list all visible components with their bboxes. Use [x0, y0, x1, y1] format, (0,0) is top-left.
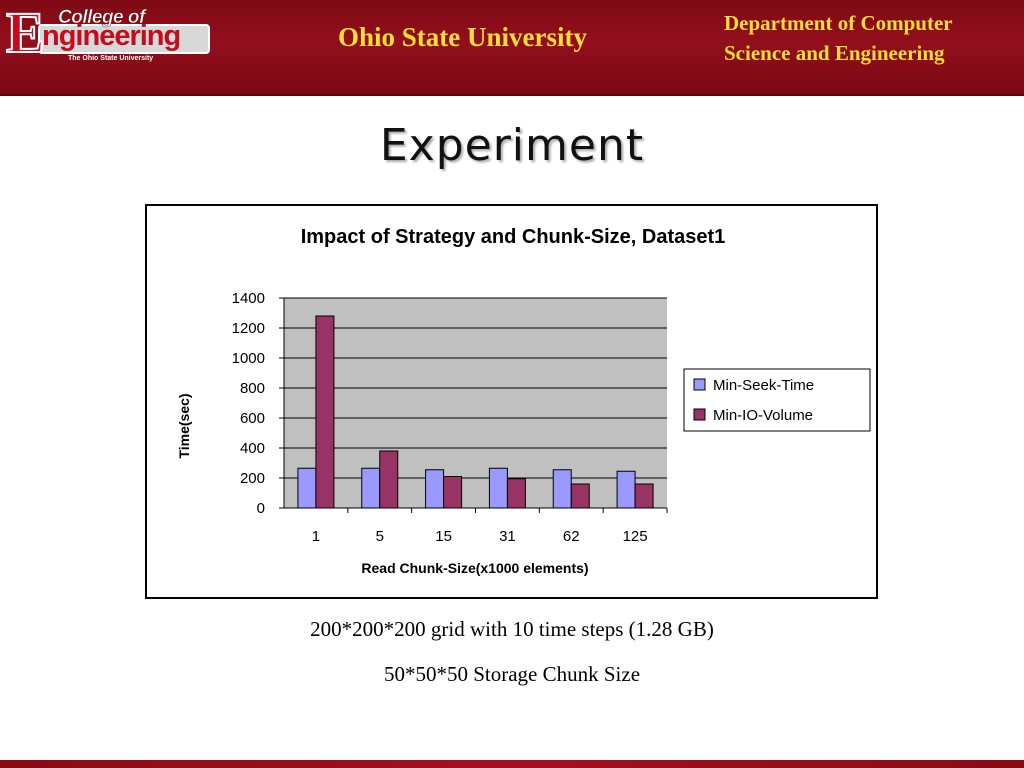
bar-min-seek-time: [616, 470, 636, 509]
legend-swatch: [693, 378, 706, 391]
x-tick-labels: 1 5 15 31 62 125: [312, 528, 648, 545]
y-tick-label: 1200: [232, 320, 265, 337]
department-name: Department of Computer Science and Engin…: [724, 8, 1019, 68]
department-line-2: Science and Engineering: [724, 41, 945, 65]
legend-box: [683, 368, 871, 432]
footer-bar: [0, 760, 1024, 768]
y-tick-label: 0: [257, 500, 265, 517]
logo-big-letter: E: [5, 0, 46, 65]
y-tick-label: 200: [240, 470, 265, 487]
bar-min-seek-time: [425, 469, 445, 509]
y-tick-label: 1400: [232, 290, 265, 307]
x-tick-label: 125: [623, 528, 648, 545]
logo-plate: [38, 24, 210, 54]
bar-min-io-volume: [315, 315, 335, 509]
logo-subtitle: The Ohio State University: [68, 55, 154, 62]
legend-label: Min-IO-Volume: [713, 407, 813, 424]
bar-min-io-volume: [379, 450, 399, 509]
y-axis-title: Time(sec): [176, 393, 192, 458]
chart-title: Impact of Strategy and Chunk-Size, Datas…: [301, 226, 726, 248]
bar-chart: Impact of Strategy and Chunk-Size, Datas…: [176, 226, 871, 576]
bar-min-io-volume: [443, 476, 463, 509]
axes: [279, 297, 668, 513]
x-tick-label: 5: [376, 528, 384, 545]
department-line-1: Department of Computer: [724, 11, 953, 35]
college-of-engineering-logo: E College of ngineering The Ohio State U…: [5, 0, 216, 68]
legend-label: Min-Seek-Time: [713, 377, 814, 394]
bar-min-io-volume: [634, 483, 654, 509]
y-tick-labels: 0 200 400 600 800 1000 1200 1400: [232, 290, 265, 517]
x-tick-label: 15: [435, 528, 452, 545]
x-tick-label: 31: [499, 528, 516, 545]
caption-chunk-size: 50*50*50 Storage Chunk Size: [383, 662, 641, 686]
bar-min-io-volume: [506, 478, 526, 509]
legend-swatch: [693, 408, 706, 421]
header-banner: E College of ngineering The Ohio State U…: [0, 0, 1024, 96]
x-axis-title: Read Chunk-Size(x1000 elements): [361, 560, 588, 576]
x-tick-label: 62: [563, 528, 580, 545]
y-tick-label: 1000: [232, 350, 265, 367]
bar-min-seek-time: [552, 469, 572, 509]
logo-college-of: College of: [58, 7, 146, 28]
bar-min-io-volume: [570, 483, 590, 509]
logo-engineering: ngineering: [42, 20, 181, 52]
gridlines: [284, 297, 667, 509]
caption-dataset: 200*200*200 grid with 10 time steps (1.2…: [310, 617, 714, 641]
university-name: Ohio State University: [338, 22, 587, 52]
y-tick-label: 400: [240, 440, 265, 457]
bar-min-seek-time: [361, 467, 381, 509]
bar-min-seek-time: [488, 467, 508, 509]
y-tick-label: 800: [240, 380, 265, 397]
plot-area: [284, 298, 667, 508]
chart-frame: Impact of Strategy and Chunk-Size, Datas…: [145, 204, 878, 599]
y-tick-label: 600: [240, 410, 265, 427]
legend: Min-Seek-Time Min-IO-Volume: [683, 368, 871, 432]
bar-min-seek-time: [297, 467, 317, 509]
x-tick-label: 1: [312, 528, 320, 545]
slide-title: Experiment: [379, 120, 645, 171]
